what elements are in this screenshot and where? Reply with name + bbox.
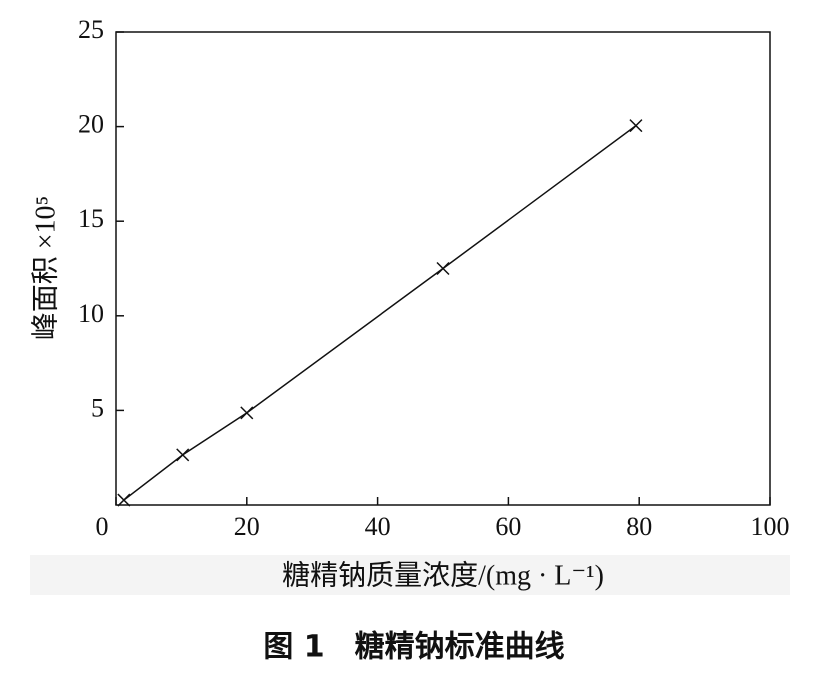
y-tick-label: 10	[78, 299, 104, 328]
marker	[629, 119, 643, 133]
x-tick-label: 60	[495, 512, 521, 541]
x-tick-label: 40	[365, 512, 391, 541]
y-axis-label: 峰面积 ×10⁵	[29, 196, 61, 341]
y-tick-label: 15	[78, 204, 104, 233]
y-tick-label: 25	[78, 15, 104, 44]
x-tick-label: 80	[626, 512, 652, 541]
y-tick-label: 5	[91, 393, 104, 422]
marker	[240, 406, 254, 420]
marker	[176, 448, 190, 462]
x-tick-label: 0	[96, 512, 109, 541]
x-axis-label: 糖精钠质量浓度/(mg · L⁻¹)	[282, 559, 604, 591]
x-tick-label: 20	[234, 512, 260, 541]
plot-frame	[115, 31, 771, 506]
figure-caption: 图 1 糖精钠标准曲线	[263, 630, 564, 665]
marker	[436, 261, 450, 276]
label-band	[30, 555, 790, 595]
marker	[117, 493, 131, 507]
x-tick-label: 100	[751, 512, 790, 541]
line	[123, 125, 637, 501]
y-tick-label: 20	[78, 110, 104, 139]
